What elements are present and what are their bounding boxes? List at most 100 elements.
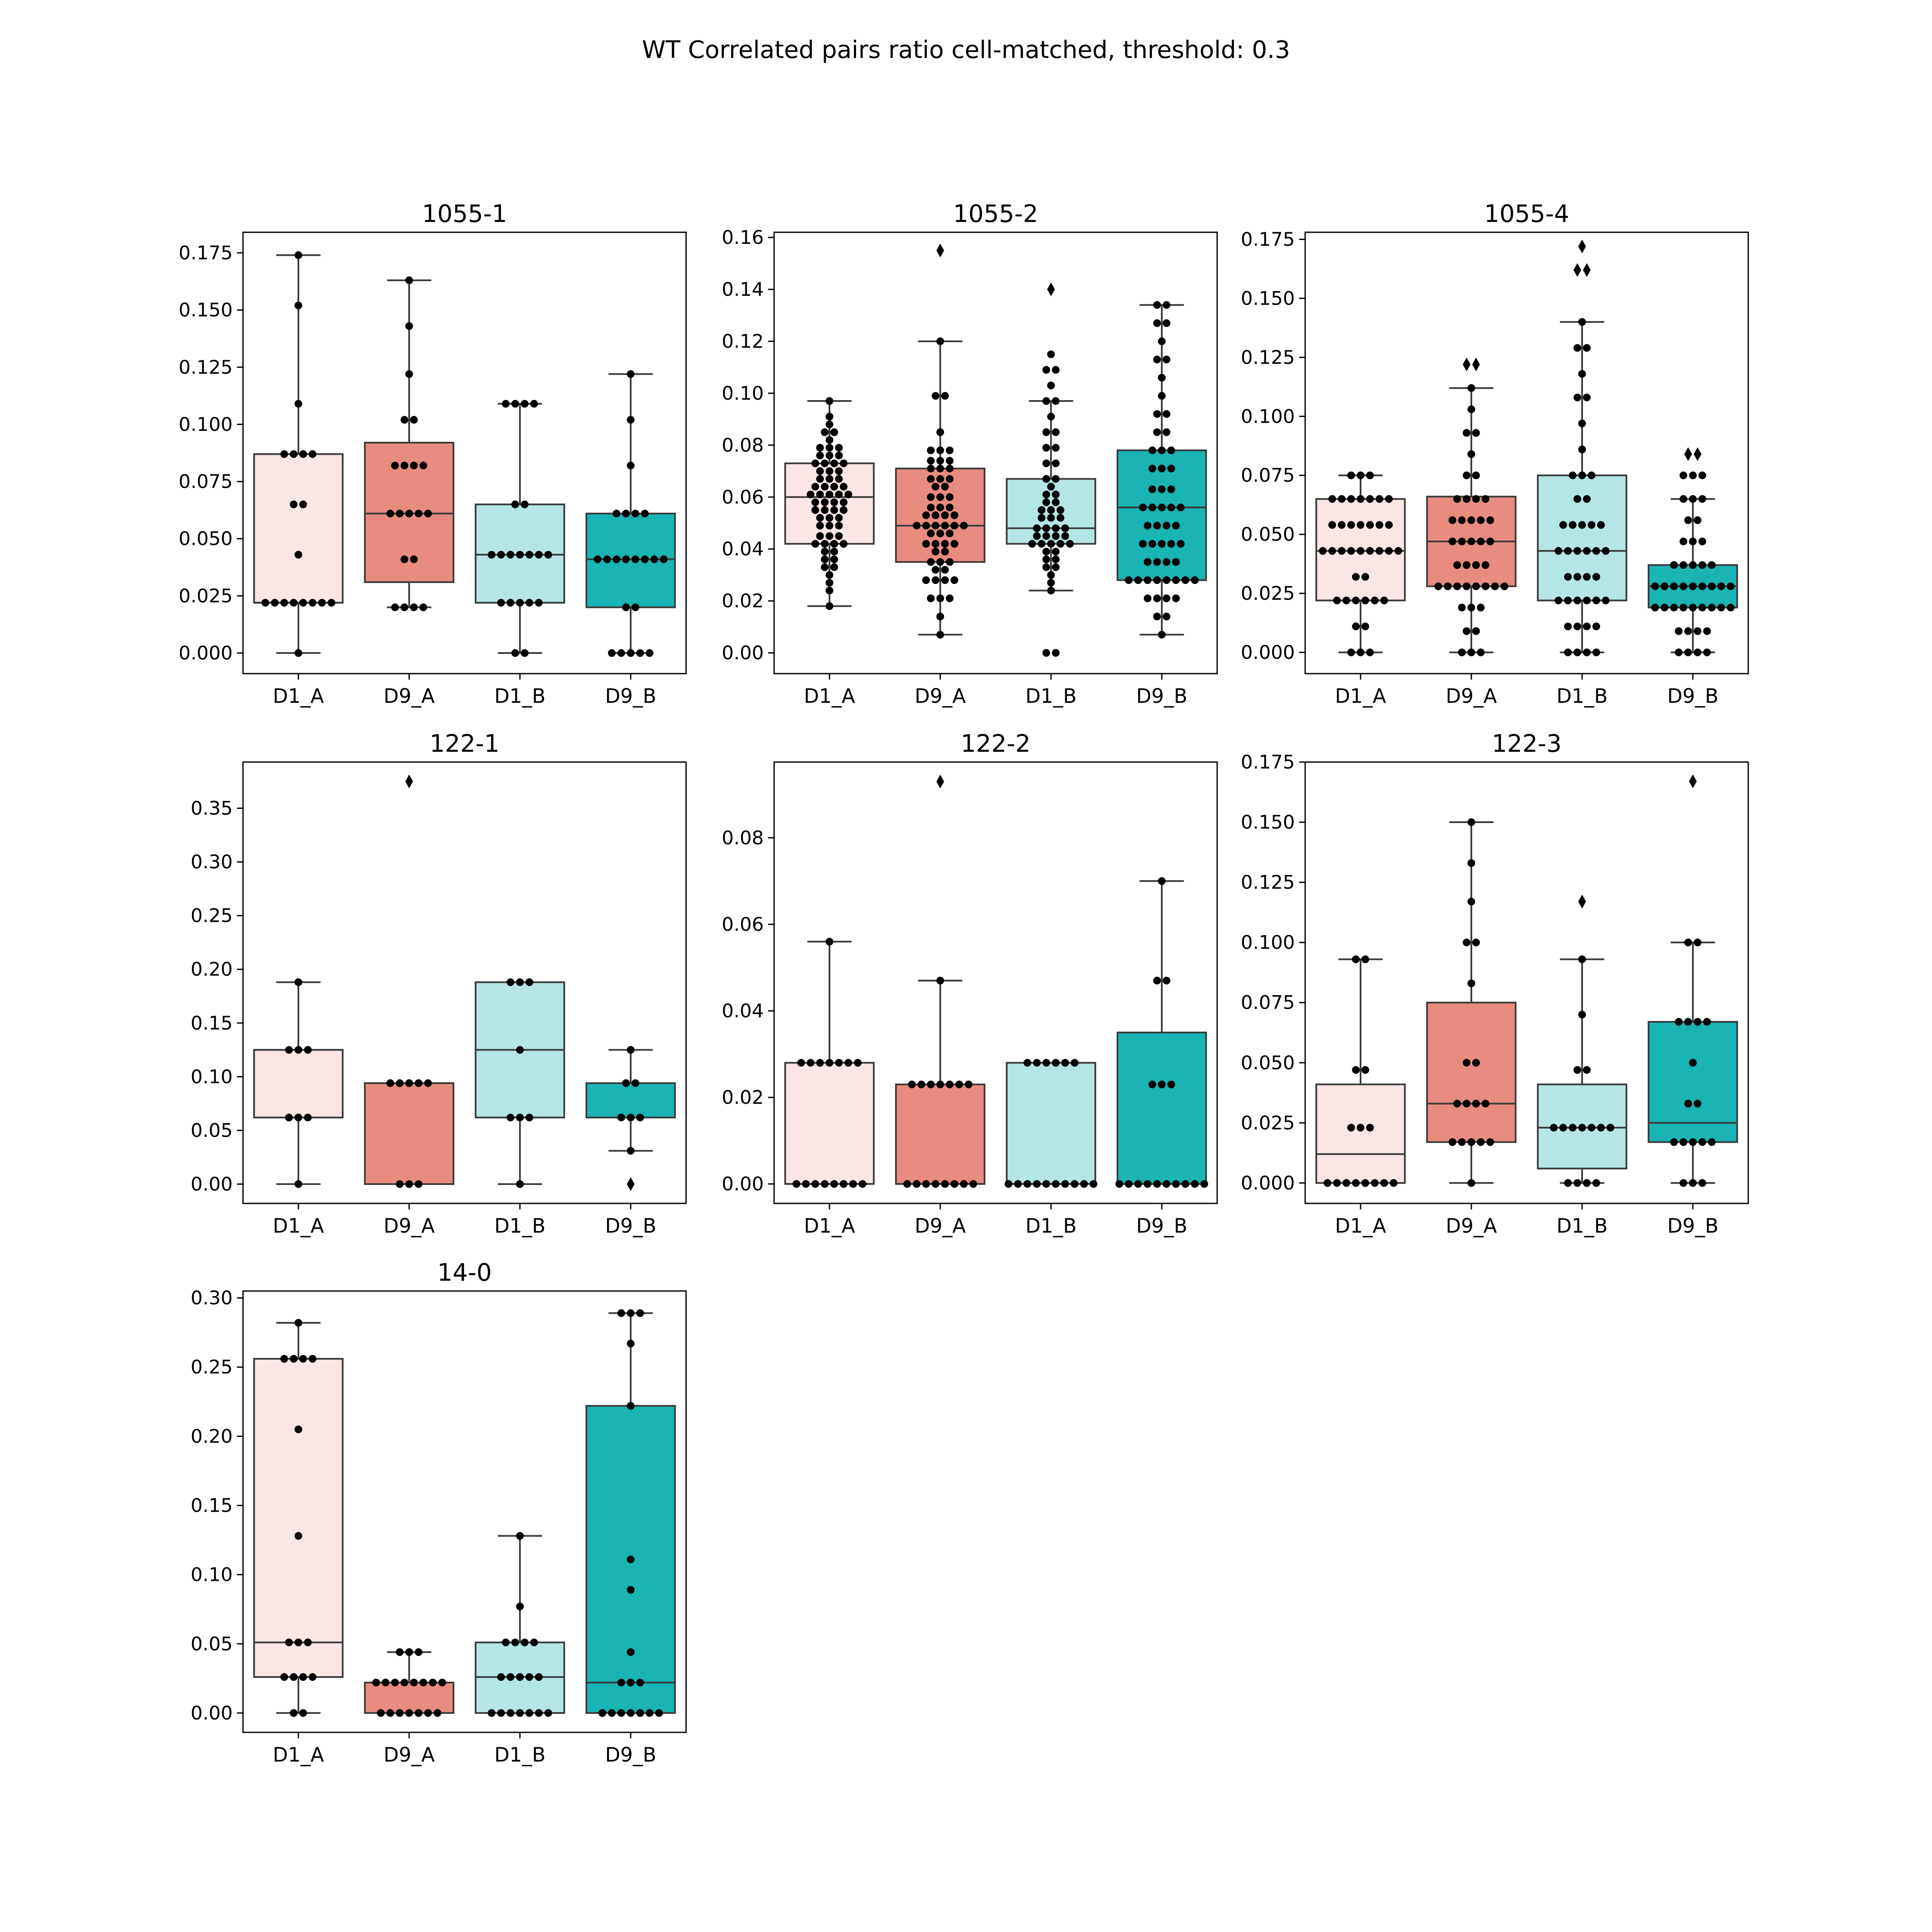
- point-D9_B: [1148, 1080, 1156, 1088]
- x-tick-label: D9_A: [1446, 684, 1497, 708]
- point-D1_A: [840, 540, 848, 548]
- point-D1_A: [1380, 596, 1388, 605]
- point-D9_A: [927, 475, 935, 483]
- x-tick-label: D9_B: [1136, 1214, 1187, 1237]
- outlier-D1_B: [1578, 894, 1586, 908]
- point-D1_A: [835, 452, 843, 460]
- point-D1_A: [835, 514, 843, 522]
- x-tick-label: D9_B: [1667, 684, 1718, 708]
- point-D1_B: [1583, 1066, 1591, 1074]
- point-D9_B: [1182, 1180, 1189, 1188]
- point-D1_A: [1352, 596, 1360, 605]
- point-D1_A: [811, 506, 819, 514]
- point-D9_A: [1467, 405, 1475, 413]
- point-D9_A: [1463, 1100, 1470, 1108]
- point-D9_A: [936, 457, 944, 465]
- point-D9_A: [434, 1709, 441, 1717]
- y-tick-label: 0.050: [179, 528, 233, 550]
- point-D1_B: [1052, 555, 1060, 563]
- point-D9_B: [646, 649, 653, 657]
- x-tick-label: D1_B: [1556, 684, 1607, 708]
- y-tick-label: 0.12: [722, 331, 764, 352]
- point-D9_A: [1486, 516, 1494, 524]
- point-D9_B: [1661, 604, 1668, 612]
- point-D9_A: [1467, 604, 1475, 612]
- point-D1_A: [280, 598, 288, 607]
- iqr-box: [253, 1049, 344, 1118]
- subplot-title: 1055-4: [1484, 200, 1569, 228]
- point-D9_A: [1458, 538, 1466, 546]
- point-D9_A: [396, 1648, 404, 1656]
- point-D1_B: [516, 1709, 524, 1717]
- point-D9_B: [1153, 355, 1161, 364]
- point-D1_B: [497, 598, 505, 607]
- point-D9_A: [1458, 648, 1466, 656]
- point-D9_B: [1689, 471, 1697, 480]
- point-D9_B: [1698, 471, 1706, 480]
- point-D9_B: [627, 1678, 635, 1686]
- point-D1_A: [1361, 1066, 1369, 1074]
- point-D1_A: [835, 522, 843, 530]
- point-D1_A: [816, 514, 824, 522]
- point-D9_B: [1717, 582, 1725, 590]
- point-D9_B: [627, 1648, 635, 1656]
- point-D1_B: [1559, 1124, 1567, 1132]
- point-D9_B: [1163, 301, 1170, 309]
- y-tick-label: 0.10: [191, 1564, 233, 1586]
- point-D9_A: [377, 1709, 385, 1717]
- point-D9_B: [1158, 374, 1166, 382]
- point-D9_A: [927, 558, 935, 566]
- point-D9_A: [386, 1079, 394, 1087]
- point-D1_B: [1607, 1124, 1614, 1132]
- point-D1_B: [1592, 648, 1600, 656]
- x-tick-label: D9_A: [383, 1214, 435, 1237]
- point-D9_B: [636, 1709, 644, 1717]
- axes-frame: [242, 231, 687, 674]
- point-D9_A: [1477, 648, 1485, 656]
- point-D1_B: [1057, 514, 1064, 522]
- point-D9_A: [1467, 897, 1475, 905]
- point-D1_B: [1583, 344, 1591, 352]
- point-D1_B: [1047, 350, 1055, 358]
- point-D9_A: [415, 1709, 422, 1717]
- point-D1_B: [530, 1638, 538, 1646]
- point-D1_B: [1555, 547, 1562, 555]
- point-D9_B: [1115, 1180, 1123, 1188]
- point-D1_B: [521, 1638, 529, 1646]
- point-D1_A: [854, 1059, 862, 1067]
- point-D9_B: [1163, 1180, 1170, 1188]
- point-D1_A: [280, 450, 288, 458]
- y-tick-label: 0.00: [191, 1702, 233, 1724]
- outlier-D1_B: [1574, 263, 1581, 277]
- point-D1_A: [295, 1532, 302, 1540]
- point-D1_A: [1328, 521, 1336, 529]
- point-D1_B: [1042, 555, 1050, 563]
- point-D1_B: [1583, 648, 1591, 656]
- point-D1_B: [1588, 471, 1595, 480]
- point-D1_B: [1597, 521, 1605, 529]
- point-D1_A: [1385, 547, 1393, 555]
- point-D1_A: [821, 547, 829, 556]
- point-D1_A: [821, 498, 829, 506]
- point-D1_A: [826, 514, 833, 522]
- point-D9_B: [1144, 576, 1151, 584]
- point-D9_B: [1689, 1059, 1697, 1067]
- y-tick-label: 0.04: [722, 538, 764, 560]
- point-D1_A: [1333, 596, 1341, 605]
- point-D1_B: [1564, 573, 1572, 581]
- point-D1_A: [821, 428, 829, 436]
- point-D9_B: [1680, 538, 1687, 546]
- point-D1_A: [290, 1709, 298, 1717]
- point-D1_B: [1569, 521, 1577, 529]
- point-D9_A: [405, 1180, 413, 1188]
- point-D9_A: [946, 475, 954, 483]
- point-D1_A: [821, 555, 829, 563]
- point-D1_B: [497, 551, 505, 559]
- point-D1_A: [816, 1059, 824, 1067]
- point-D9_A: [405, 1079, 413, 1087]
- point-D9_A: [1463, 1059, 1470, 1067]
- point-D9_A: [951, 576, 958, 584]
- point-D9_B: [636, 649, 644, 657]
- point-D1_B: [1574, 596, 1581, 605]
- point-D1_B: [511, 1638, 519, 1646]
